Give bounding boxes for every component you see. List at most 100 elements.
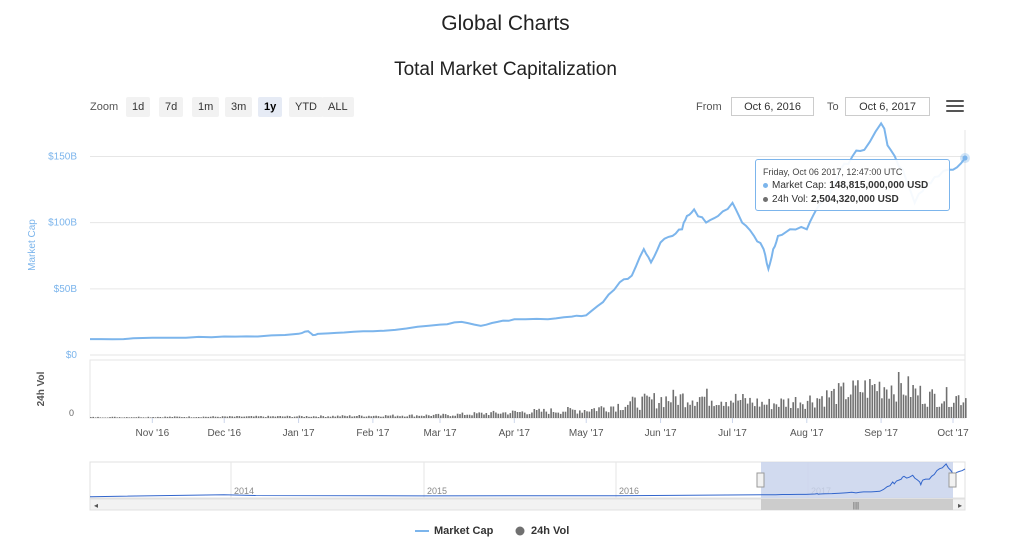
volume-bar [365, 416, 368, 418]
y-axis-ticks: $0 $50B $100B $150B [48, 151, 77, 361]
legend-market-cap[interactable]: Market Cap [434, 525, 494, 537]
volume-bar [94, 417, 97, 418]
volume-bar [389, 415, 392, 418]
volume-bar [550, 408, 552, 418]
volume-bar [308, 416, 310, 418]
volume-series-bars[interactable] [90, 372, 967, 418]
volume-bar [334, 416, 337, 418]
volume-bar [689, 404, 691, 418]
tooltip-market-cap-label: Market Cap: [772, 180, 827, 191]
scroll-right-icon[interactable]: ▸ [958, 501, 962, 510]
volume-bar [324, 417, 327, 418]
volume-bar [648, 396, 651, 418]
volume-bar [217, 416, 219, 418]
volume-bar [672, 389, 675, 418]
volume-bar [428, 415, 430, 418]
volume-bar [929, 391, 931, 418]
volume-bar [785, 406, 787, 418]
volume-bar [797, 408, 799, 418]
market-cap-dot-icon [763, 182, 768, 188]
volume-bar [603, 407, 605, 418]
volume-bar [219, 417, 222, 418]
to-date-input[interactable] [845, 97, 930, 116]
zoom-1d-button[interactable]: 1d [126, 97, 151, 117]
volume-bar [281, 416, 284, 418]
volume-bar [545, 411, 548, 418]
hamburger-menu-icon[interactable] [946, 100, 964, 116]
volume-bar [897, 372, 900, 418]
volume-bar [617, 403, 619, 418]
volume-bar [226, 416, 229, 418]
volume-bar [547, 413, 550, 418]
navigator[interactable]: 2014201520162017 ||| ◂ ▸ [89, 461, 966, 511]
volume-bar [653, 393, 655, 418]
zoom-ytd-button[interactable]: YTD [289, 97, 323, 117]
volume-bar [161, 417, 164, 418]
volume-bar [499, 413, 502, 418]
volume-bar [658, 403, 660, 418]
volume-bar [267, 415, 269, 418]
volume-bar [535, 410, 538, 418]
zoom-all-button[interactable]: ALL [322, 97, 354, 117]
volume-bar [159, 417, 162, 418]
navigator-right-handle[interactable] [948, 472, 957, 488]
volume-bar [387, 415, 389, 418]
volume-bar [833, 388, 835, 418]
volume-bar [430, 416, 432, 418]
volume-bar [145, 417, 147, 418]
scrollbar-grip-icon: ||| [853, 501, 859, 510]
zoom-7d-button[interactable]: 7d [159, 97, 184, 117]
volume-bar [90, 417, 92, 418]
volume-bar [116, 417, 118, 418]
volume-bar [135, 417, 138, 418]
volume-bar [495, 412, 497, 418]
volume-bar [99, 417, 102, 418]
volume-bar [857, 380, 859, 418]
volume-bar [341, 415, 344, 418]
volume-bar [432, 414, 435, 418]
legend-24h-vol[interactable]: 24h Vol [531, 525, 570, 537]
x-tick-label: Feb '17 [356, 428, 389, 439]
navigator-scrollbar-thumb[interactable] [761, 499, 953, 510]
navigator-left-handle[interactable] [756, 472, 765, 488]
scroll-left-icon[interactable]: ◂ [94, 501, 98, 510]
volume-bar [485, 413, 488, 418]
volume-bar [768, 398, 770, 418]
volume-bar [411, 414, 413, 418]
volume-bar [643, 393, 646, 418]
volume-bar [571, 409, 574, 418]
zoom-1m-button[interactable]: 1m [192, 97, 220, 117]
zoom-3m-button[interactable]: 3m [225, 97, 253, 117]
volume-bar [823, 406, 826, 418]
volume-bar [718, 405, 720, 418]
volume-bar [818, 398, 821, 418]
zoom-1y-button[interactable]: 1y [258, 97, 283, 117]
volume-bar [461, 412, 464, 418]
volume-bar [229, 416, 231, 418]
volume-bar [845, 399, 847, 418]
volume-bar [749, 397, 751, 418]
volume-bar [425, 414, 428, 418]
from-date-input[interactable] [731, 97, 814, 116]
volume-bar [821, 396, 823, 418]
volume-bar [164, 416, 166, 418]
navigator-scrollbar[interactable] [89, 498, 966, 511]
volume-bar [538, 408, 540, 418]
navigator-selected-range[interactable] [761, 462, 953, 498]
volume-bar [581, 412, 583, 418]
volume-bar [200, 417, 202, 418]
volume-bar [938, 406, 941, 418]
market-cap-series-line[interactable] [90, 121, 966, 341]
volume-bar [157, 416, 159, 418]
volume-bar [368, 415, 370, 418]
tooltip-vol-value: 2,504,320,000 USD [810, 194, 899, 205]
volume-bar [607, 412, 610, 418]
volume-bar [322, 416, 325, 418]
volume-bar [809, 395, 811, 418]
volume-bar [670, 402, 672, 418]
volume-bar [250, 416, 253, 418]
volume-bar [715, 405, 718, 418]
volume-bar [708, 405, 711, 418]
volume-bar [761, 401, 763, 418]
volume-bar [152, 417, 154, 418]
